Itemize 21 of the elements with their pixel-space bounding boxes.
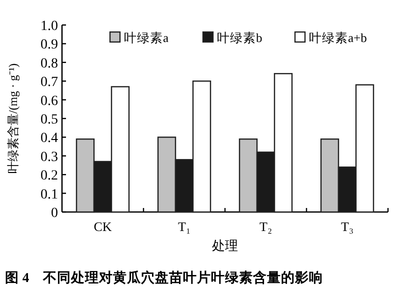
y-tick-label: 0.9 [40, 38, 58, 53]
y-axis-title: 叶绿素含量/(mg · g⁻¹) [6, 63, 20, 174]
y-tick-label: 0 [51, 206, 58, 221]
y-tick-label: 0.5 [40, 112, 58, 128]
x-tick-label: CK [94, 219, 112, 234]
x-tick-label: T₂ [260, 219, 272, 234]
y-tick-label: 0.2 [40, 168, 58, 184]
x-axis-title: 处理 [212, 238, 238, 253]
x-tick-label: T₁ [178, 219, 190, 234]
y-tick-label: 0.7 [40, 75, 58, 90]
caption: 图 4 不同处理对黄瓜穴盘苗叶片叶绿素含量的影响 [5, 269, 324, 285]
legend-label: 叶绿素a [124, 31, 169, 45]
y-tick-label: 0.4 [40, 131, 58, 146]
legend-label: 叶绿素a+b [309, 31, 367, 45]
x-tick-label: T₃ [341, 219, 354, 234]
y-tick-label: 0.3 [40, 150, 58, 165]
y-tick-label: 1.0 [40, 19, 58, 34]
y-tick-label: 0.6 [40, 94, 58, 109]
y-tick-label: 0.1 [40, 187, 58, 202]
legend-label: 叶绿素b [217, 31, 262, 45]
y-tick-label: 0.8 [40, 56, 58, 72]
